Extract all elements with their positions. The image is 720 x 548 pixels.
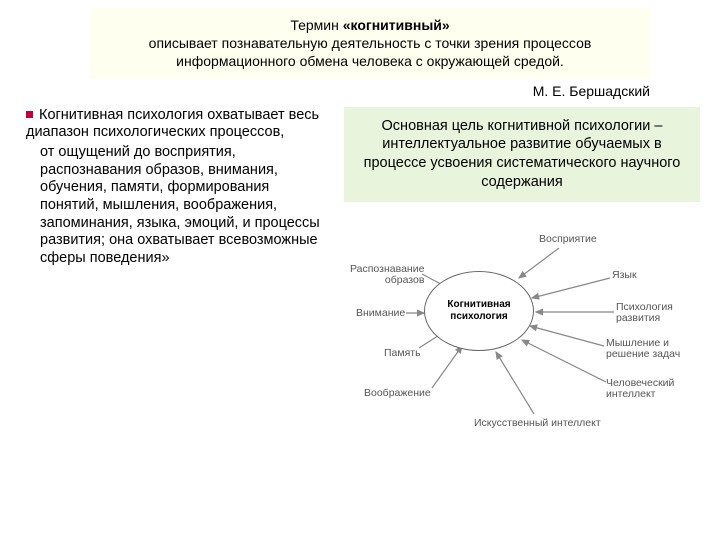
node-label-memory: Память — [384, 348, 421, 360]
node-label-imagination: Воображение — [364, 388, 431, 400]
node-label-attention: Внимание — [356, 308, 405, 320]
arrow-perception — [519, 248, 559, 278]
left-para2: от ощущений до восприятия, распознавания… — [40, 144, 320, 266]
arrow-ai — [496, 352, 534, 414]
node-label-perception: Восприятие — [539, 234, 597, 246]
author-attribution: М. Е. Бершадский — [0, 83, 650, 99]
arrow-language — [532, 278, 610, 298]
node-label-ai: Искусственный интеллект — [474, 418, 601, 430]
header-prefix: Термин — [290, 17, 342, 33]
node-label-thinking: Мышление ирешение задач — [606, 338, 680, 361]
arrow-thinking — [530, 326, 604, 346]
concept-diagram: Когнитивнаяпсихология Восприятие Распозна… — [344, 216, 694, 446]
diagram-center-circle: Когнитивнаяпсихология — [424, 271, 534, 351]
goal-box: Основная цель когнитивной психологии – и… — [344, 107, 700, 202]
bullet-icon — [26, 111, 33, 118]
node-label-recognition: Распознаваниеобразов — [350, 264, 424, 287]
left-para1: Когнитивная психология охватывает весь д… — [26, 107, 319, 141]
node-label-language: Язык — [612, 270, 637, 282]
left-text-column: Когнитивная психология охватывает весь д… — [26, 107, 326, 446]
arrow-humanint — [522, 340, 606, 382]
header-body: описывает познавательную деятельность с … — [149, 35, 592, 69]
node-label-devpsych: Психологияразвития — [616, 302, 673, 325]
node-label-humanint: Человеческийинтеллект — [606, 378, 674, 401]
header-term-bold: «когнитивный» — [343, 17, 450, 33]
arrow-imagination — [432, 346, 462, 388]
header-definition-box: Термин «когнитивный» описывает познавате… — [90, 8, 650, 79]
